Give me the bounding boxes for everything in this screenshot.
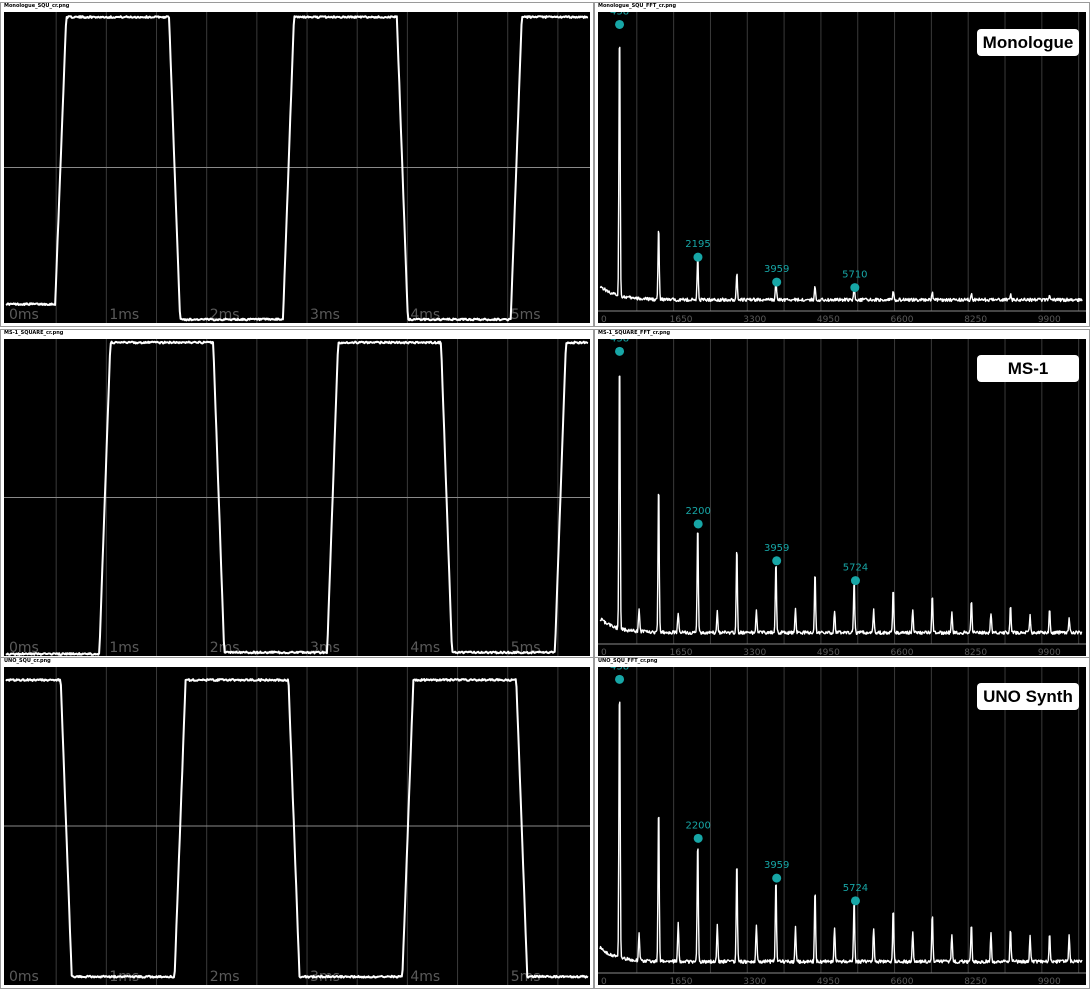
waveform-plot: 0ms 1ms 2ms 3ms 4ms 5ms [4,339,590,656]
peak-marker [850,896,860,906]
waveform-panel-ms1: MS-1_SQUARE_cr.png 0ms 1ms 2ms 3ms 4ms 5ms [0,329,594,660]
x-tick-label: 4950 [817,977,840,985]
x-tick-label: 0ms [9,307,39,323]
waveform-panel-monologue: Monologue_SQU_cr.png 0ms 1ms 2ms 3ms 4ms 5ms [0,2,594,327]
x-tick-label: 4ms [410,640,440,656]
x-tick-label: 3300 [743,977,766,985]
waveform-trace [5,15,589,322]
panel-title: UNO_SQU_cr.png [4,658,51,664]
x-tick-label: 6600 [891,648,914,656]
peak-marker [615,674,625,684]
waveform-svg: 0ms 1ms 2ms 3ms 4ms 5ms [4,12,590,323]
x-tick-label: 1ms [109,307,139,323]
x-tick-label: 9900 [1038,315,1061,323]
waveform-trace [5,678,589,979]
spectrum-trace [599,701,1083,964]
x-tick-label: 0 [601,648,607,656]
peak-marker [615,19,625,29]
x-tick-label: 4ms [410,969,440,985]
panel-title: MS-1_SQUARE_cr.png [4,330,64,336]
x-tick-label: 1ms [109,640,139,656]
spectrum-plot: 0 1650 3300 4950 6600 8250 9900 438 2200 3959 5724 [598,667,1086,985]
spectrum-trace [599,375,1083,635]
spectrum-plot: 0 1650 3300 4950 6600 8250 9900 438 2200 3959 5724 [598,339,1086,656]
waveform-trace [5,340,589,656]
x-tick-label: 9900 [1038,977,1061,985]
panel-title: Monologue_SQU_FFT_cr.png [598,3,677,9]
panel-title: UNO_SQU_FFT_cr.png [598,658,658,664]
x-tick-label: 8250 [964,977,987,985]
x-tick-label: 0ms [9,969,39,985]
x-tick-label: 6600 [891,315,914,323]
waveform-plot: 0ms 1ms 2ms 3ms 4ms 5ms [4,12,590,323]
peak-label: 5710 [842,270,867,281]
peak-marker [615,346,625,356]
spectrum-panel-ms1: MS-1_SQUARE_FFT_cr.png 0 1650 3300 4950 6600… [594,329,1090,660]
spectrum-panel-monologue: Monologue_SQU_FFT_cr.png 0 1650 3300 4950 66… [594,2,1090,327]
spectrum-plot: 0 1650 3300 4950 6600 8250 9900 438 2195 3959 5710 [598,12,1086,323]
x-tick-label: 3300 [743,648,766,656]
waveform-svg: 0ms 1ms 2ms 3ms 4ms 5ms [4,667,590,985]
peak-label: 3959 [764,264,789,275]
x-tick-label: 3ms [310,307,340,323]
peak-label: 3959 [764,543,789,554]
spectrum-svg: 0 1650 3300 4950 6600 8250 9900 438 2200 3959 5724 [598,339,1086,656]
x-tick-label: 8250 [964,648,987,656]
peak-marker [772,277,782,287]
x-tick-label: 2ms [210,969,240,985]
peak-label: 5724 [843,883,868,894]
synth-label: UNO Synth [977,683,1079,710]
spectrum-trace [599,46,1083,303]
x-tick-label: 6600 [891,977,914,985]
x-tick-label: 5ms [511,969,541,985]
waveform-plot: 0ms 1ms 2ms 3ms 4ms 5ms [4,667,590,985]
x-tick-label: 9900 [1038,648,1061,656]
peak-label: 3959 [764,860,789,871]
peak-label: 438 [610,339,629,344]
spectrum-svg: 0 1650 3300 4950 6600 8250 9900 438 2200 3959 5724 [598,667,1086,985]
peak-marker [850,283,860,293]
peak-marker [693,252,703,262]
x-tick-label: 4950 [817,315,840,323]
x-tick-label: 0 [601,315,607,323]
x-tick-label: 5ms [511,307,541,323]
peak-marker [850,576,860,586]
x-tick-label: 0 [601,977,607,985]
peak-marker [772,873,782,883]
peak-label: 2195 [685,239,710,250]
x-tick-label: 1650 [670,977,693,985]
peak-label: 438 [610,12,629,17]
synth-label: MS-1 [977,355,1079,382]
waveform-panel-uno: UNO_SQU_cr.png 0ms 1ms 2ms 3ms 4ms 5ms [0,657,594,989]
peak-label: 2200 [685,820,710,831]
peak-marker [693,833,703,843]
peak-label: 5724 [843,563,868,574]
peak-label: 2200 [685,506,710,517]
x-tick-label: 4950 [817,648,840,656]
panel-title: MS-1_SQUARE_FFT_cr.png [598,330,671,336]
peak-label: 438 [610,667,629,672]
spectrum-svg: 0 1650 3300 4950 6600 8250 9900 438 2195 3959 5710 [598,12,1086,323]
x-tick-label: 0ms [9,640,39,656]
spectrum-panel-uno: UNO_SQU_FFT_cr.png 0 1650 3300 4950 6600 8250… [594,657,1090,989]
waveform-svg: 0ms 1ms 2ms 3ms 4ms 5ms [4,339,590,656]
panel-title: Monologue_SQU_cr.png [4,3,70,9]
x-tick-label: 1650 [670,648,693,656]
peak-marker [693,519,703,529]
x-tick-label: 1650 [670,315,693,323]
synth-label: Monologue [977,29,1079,56]
x-tick-label: 8250 [964,315,987,323]
peak-marker [772,556,782,566]
x-tick-label: 3300 [743,315,766,323]
